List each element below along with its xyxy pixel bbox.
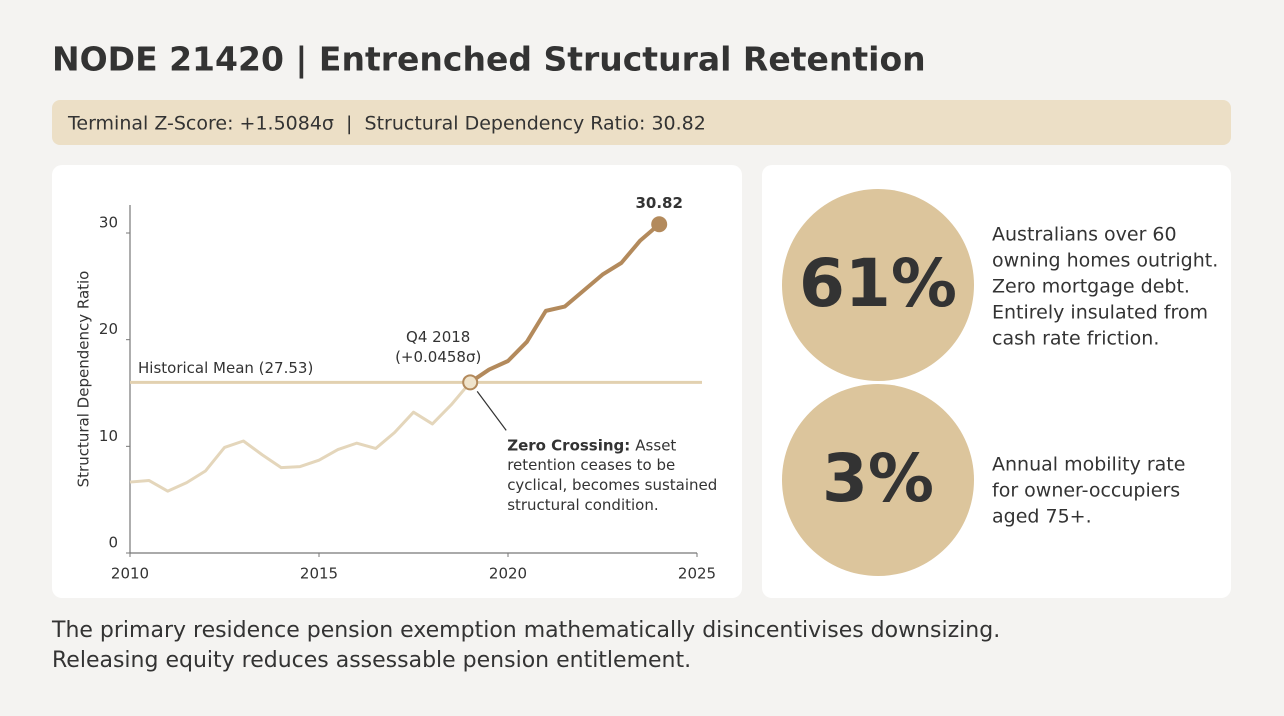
crossing-note-line: Asset bbox=[635, 436, 676, 454]
crossing-label: Q4 2018 bbox=[406, 328, 470, 346]
footer-line: The primary residence pension exemption … bbox=[51, 618, 1000, 643]
crossing-label: (+0.0458σ) bbox=[395, 348, 481, 366]
crossing-note-line: cyclical, becomes sustained bbox=[507, 476, 717, 494]
y-tick-label: 0 bbox=[108, 534, 118, 552]
banner-text: Terminal Z-Score: +1.5084σ | Structural … bbox=[67, 113, 706, 135]
stat-description: Entirely insulated from bbox=[992, 302, 1208, 324]
x-tick-label: 2010 bbox=[111, 565, 149, 583]
stat-description: cash rate friction. bbox=[992, 328, 1159, 350]
connector bbox=[476, 390, 507, 431]
x-tick-label: 2015 bbox=[300, 565, 338, 583]
stat-description: Australians over 60 bbox=[992, 224, 1177, 246]
stats: 61% Australians over 60 owning homes outri… bbox=[782, 189, 1218, 576]
x-tick-label: 2025 bbox=[678, 565, 716, 583]
y-tick-label: 30 bbox=[99, 214, 118, 232]
x-tick-label: 2020 bbox=[489, 565, 527, 583]
series-line bbox=[469, 222, 661, 384]
stat-value: 3% bbox=[822, 440, 934, 517]
stat-description: for owner-occupiers bbox=[992, 480, 1180, 502]
stat-description: Annual mobility rate bbox=[992, 454, 1185, 476]
y-tick-label: 10 bbox=[99, 427, 118, 445]
stat-description: Zero mortgage debt. bbox=[992, 276, 1190, 298]
crossing-note-title: Zero Crossing: bbox=[507, 436, 630, 454]
footer-line: Releasing equity reduces assessable pens… bbox=[52, 648, 691, 673]
mean-label: Historical Mean (27.53) bbox=[138, 359, 313, 377]
footer: The primary residence pension exemption … bbox=[51, 618, 1000, 673]
end-value-label: 30.82 bbox=[635, 194, 682, 212]
end-marker bbox=[651, 216, 668, 233]
banner bbox=[52, 100, 1231, 145]
crossing-marker bbox=[462, 374, 479, 391]
crossing-note-line: retention ceases to be bbox=[507, 456, 675, 474]
stat-circle bbox=[782, 384, 974, 576]
stat-value: 61% bbox=[799, 245, 957, 322]
y-axis-label: Structural Dependency Ratio bbox=[75, 271, 93, 488]
y-tick-label: 20 bbox=[99, 320, 118, 338]
stat-description: aged 75+. bbox=[992, 506, 1092, 528]
series-line bbox=[129, 381, 472, 493]
plot: 0 10 20 30 2010 2015 2020 2025 Historical Mean (… bbox=[99, 194, 717, 583]
crossing-note-line: structural condition. bbox=[507, 496, 658, 514]
stat-description: owning homes outright. bbox=[992, 250, 1218, 272]
title: NODE 21420 | Entrenched Structural Reten… bbox=[52, 40, 926, 79]
crossing-note: Zero Crossing: Asset bbox=[507, 436, 676, 454]
stat-circle bbox=[782, 189, 974, 381]
